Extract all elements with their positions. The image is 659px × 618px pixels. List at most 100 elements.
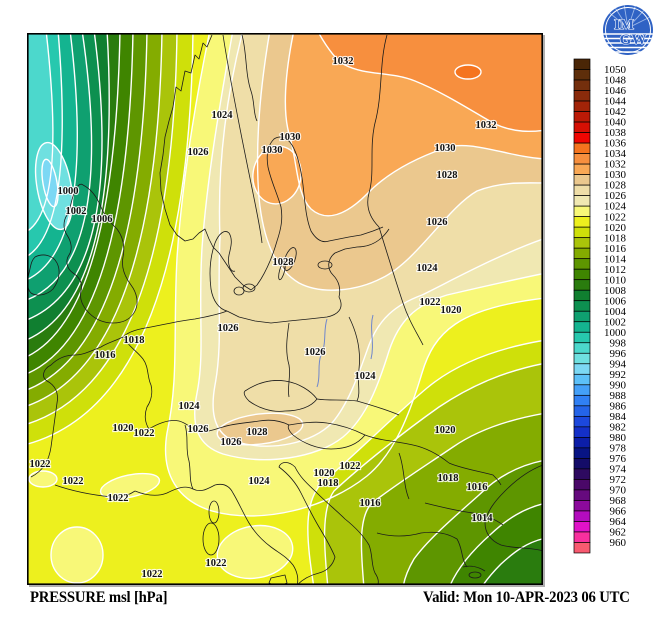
isobar-label: 1020 bbox=[435, 425, 456, 436]
scale-cell bbox=[573, 437, 591, 449]
isobar-label: 1002 bbox=[66, 206, 87, 217]
scale-tick-label: 1050 bbox=[604, 64, 627, 76]
pressure-band bbox=[100, 473, 160, 499]
scale-cell bbox=[573, 363, 591, 375]
coastline-border bbox=[378, 226, 424, 346]
scale-cell bbox=[573, 289, 591, 302]
isobar-line bbox=[454, 64, 482, 80]
coastline-border bbox=[27, 254, 60, 296]
scale-cell bbox=[573, 268, 591, 281]
isobar-line bbox=[449, 503, 543, 585]
isobar-label: 1022 bbox=[142, 569, 163, 580]
isobar-line bbox=[34, 141, 74, 231]
isobar-line bbox=[27, 33, 134, 375]
coastline-border bbox=[122, 336, 153, 430]
coastline-border bbox=[63, 183, 138, 324]
isobar-line bbox=[256, 33, 543, 291]
scale-tick-label: 984 bbox=[610, 411, 627, 423]
isobar-label: 1016 bbox=[360, 498, 381, 509]
isobar-label: 1022 bbox=[206, 558, 227, 569]
isobar-label: 1016 bbox=[95, 350, 116, 361]
scale-cell bbox=[573, 500, 591, 512]
isobar-label: 1028 bbox=[437, 170, 458, 181]
scale-cell bbox=[573, 142, 591, 154]
isobar-line bbox=[284, 33, 543, 217]
scale-tick-label: 1046 bbox=[604, 85, 627, 97]
island-outline bbox=[468, 571, 482, 579]
scale-tick-label: 996 bbox=[610, 348, 627, 360]
scale-tick-label: 986 bbox=[610, 400, 627, 412]
scale-cell bbox=[573, 205, 591, 217]
isobar-line bbox=[317, 33, 543, 133]
scale-cell bbox=[573, 132, 591, 144]
valid-time-label: Valid: Mon 10-APR-2023 06 UTC bbox=[423, 589, 630, 606]
coastline-border bbox=[222, 34, 263, 244]
scale-cell bbox=[573, 184, 591, 196]
isobar-label: 1030 bbox=[262, 145, 283, 156]
scale-cell bbox=[573, 300, 591, 312]
scale-cell bbox=[573, 69, 591, 81]
scale-tick-label: 1036 bbox=[604, 138, 627, 150]
isobar-label: 1026 bbox=[188, 424, 209, 435]
isobar-label: 1022 bbox=[134, 428, 155, 439]
pressure-band bbox=[29, 471, 57, 487]
coastline-border bbox=[424, 502, 504, 526]
isobar-line bbox=[28, 470, 58, 488]
isobar-line bbox=[27, 33, 121, 358]
coastlines-and-borders bbox=[27, 34, 543, 585]
isobar-label: 1024 bbox=[249, 476, 271, 487]
isobar-line bbox=[27, 33, 54, 232]
isobar-label: 1018 bbox=[438, 473, 459, 484]
map-parameter-title: PRESSURE msl [hPa] bbox=[30, 589, 168, 606]
scale-tick-label: 1032 bbox=[604, 159, 626, 171]
scale-cell bbox=[573, 384, 591, 396]
isobar-label: 1020 bbox=[441, 305, 462, 316]
isobar-label: 1022 bbox=[30, 459, 51, 470]
scale-cell bbox=[573, 247, 591, 260]
scale-cell bbox=[573, 415, 591, 428]
isobar-label: 1030 bbox=[435, 143, 456, 154]
coastline-border bbox=[134, 483, 299, 585]
rivers bbox=[316, 314, 374, 388]
isobar-label: 1024 bbox=[212, 110, 234, 121]
scale-cell bbox=[573, 163, 591, 175]
coastline-border bbox=[278, 462, 379, 585]
scale-tick-label: 1006 bbox=[604, 295, 627, 307]
coastline-border bbox=[398, 452, 410, 500]
isobar-line bbox=[27, 33, 103, 321]
scale-tick-label: 1014 bbox=[604, 253, 627, 265]
isobar-label: 1020 bbox=[113, 423, 134, 434]
scale-cell bbox=[573, 321, 591, 333]
coastline-border bbox=[484, 464, 543, 552]
scale-tick-label: 1034 bbox=[604, 148, 627, 160]
isobar-label: 1024 bbox=[179, 401, 201, 412]
island-outline bbox=[242, 283, 256, 293]
scale-cell bbox=[573, 310, 591, 323]
isobar-label: 1026 bbox=[221, 437, 242, 448]
isobar-label: 1026 bbox=[427, 217, 448, 228]
scale-cell bbox=[573, 237, 591, 249]
isobar-line bbox=[252, 145, 302, 205]
isobar-label: 1026 bbox=[305, 347, 326, 358]
scale-tick-label: 964 bbox=[610, 516, 627, 528]
river-line bbox=[370, 314, 374, 360]
scale-cell bbox=[573, 226, 591, 239]
scale-tick-label: 994 bbox=[610, 358, 627, 370]
scale-cell bbox=[573, 405, 591, 417]
isobar-line bbox=[194, 33, 543, 461]
scale-cell bbox=[573, 468, 591, 480]
island-outline bbox=[278, 261, 286, 281]
scale-tick-label: 1018 bbox=[604, 232, 627, 244]
logo-text-gw: GW bbox=[620, 32, 647, 48]
scale-cell bbox=[573, 531, 591, 543]
isobar-line bbox=[41, 158, 59, 208]
coastline-border bbox=[260, 136, 384, 280]
scale-tick-label: 962 bbox=[610, 527, 627, 539]
pressure-band bbox=[252, 146, 302, 204]
isobar-label: 1028 bbox=[273, 257, 294, 268]
island-outline bbox=[283, 247, 297, 271]
scale-cell bbox=[573, 542, 591, 554]
pressure-map: 1032 1032 1030 1030 1030 1028 1026 1024 1026 1028… bbox=[27, 33, 543, 585]
scale-tick-label: 1024 bbox=[604, 201, 627, 213]
scale-cell bbox=[573, 111, 591, 123]
